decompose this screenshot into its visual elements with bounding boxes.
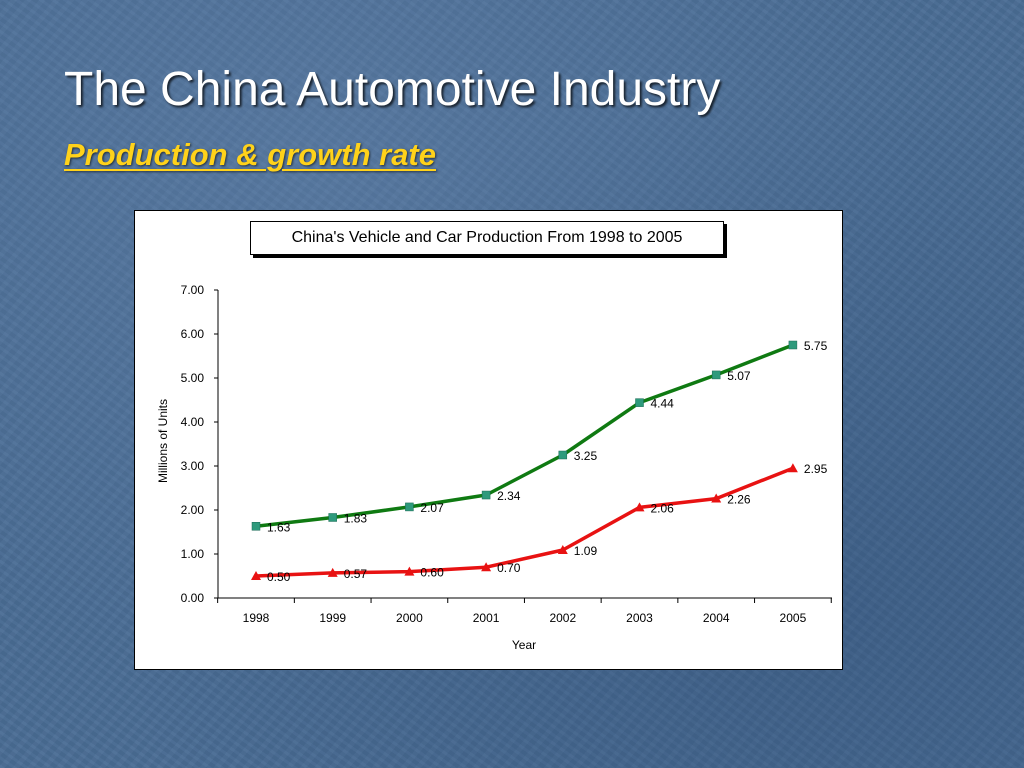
car-point [251, 571, 261, 580]
car-point [634, 502, 645, 512]
y-tick-label: 3.00 [181, 459, 205, 473]
car-point [404, 566, 415, 576]
slide-title: The China Automotive Industry [64, 63, 721, 116]
x-tick-label: 2001 [473, 611, 500, 625]
x-tick-label: 2003 [626, 611, 653, 625]
car-point [327, 567, 338, 577]
slide-subtitle: Production & growth rate [64, 137, 436, 172]
vehicle-point [481, 490, 491, 500]
car-point [481, 562, 492, 572]
vehicle-data-label: 4.44 [651, 397, 675, 411]
y-tick-label: 6.00 [181, 327, 205, 341]
chart-panel: 0.00 1.00 2.00 3.00 4.00 5.00 6.00 7.00 1998 1999… [134, 210, 843, 670]
y-tick-label: 5.00 [181, 371, 205, 385]
vehicle-point [251, 522, 261, 531]
vehicle-point [558, 450, 568, 460]
car-point [787, 463, 798, 473]
y-tick-label: 2.00 [181, 503, 205, 517]
x-tick-label: 1999 [319, 611, 346, 625]
car-data-label: 0.60 [420, 566, 444, 580]
vehicle-data-label: 5.07 [727, 369, 751, 383]
vehicle-point [711, 370, 721, 380]
x-tick-label: 2000 [396, 611, 423, 625]
car-data-label: 2.06 [651, 501, 675, 515]
car-point [711, 493, 722, 503]
car-data-label: 0.57 [344, 567, 368, 581]
vehicle-data-label: 1.63 [267, 520, 291, 534]
car-data-label: 1.09 [574, 544, 598, 558]
x-tick-label: 2002 [549, 611, 576, 625]
x-tick-label: 2005 [780, 611, 807, 625]
vehicle-data-label: 2.34 [497, 489, 521, 503]
vehicle-data-label: 5.75 [804, 339, 828, 353]
vehicle-data-label: 3.25 [574, 449, 598, 463]
car-series-line [255, 466, 794, 578]
car-data-label: 2.95 [804, 462, 828, 476]
vehicle-point [405, 502, 414, 512]
vehicle-point [328, 513, 337, 522]
line-chart: 0.00 1.00 2.00 3.00 4.00 5.00 6.00 7.00 1998 1999… [181, 283, 832, 625]
vehicle-data-label: 2.07 [420, 501, 444, 515]
x-tick-label: 1998 [243, 611, 270, 625]
vehicle-point [635, 398, 644, 407]
y-tick-label: 4.00 [181, 415, 205, 429]
x-axis-label: Year [511, 638, 537, 652]
chart-title: China's Vehicle and Car Production From … [250, 221, 724, 255]
car-data-label: 0.70 [497, 561, 521, 575]
car-data-label: 0.50 [267, 570, 291, 584]
car-data-label: 2.26 [727, 493, 751, 507]
vehicle-data-label: 1.83 [344, 511, 368, 525]
car-point [557, 545, 568, 555]
x-tick-label: 2004 [703, 611, 730, 625]
vehicle-point [788, 340, 798, 350]
vehicle-series-line [255, 343, 794, 529]
y-tick-label: 0.00 [181, 591, 205, 605]
y-tick-label: 1.00 [181, 547, 205, 561]
y-axis-label: Millions of Units [156, 398, 170, 484]
y-tick-label: 7.00 [181, 283, 205, 297]
